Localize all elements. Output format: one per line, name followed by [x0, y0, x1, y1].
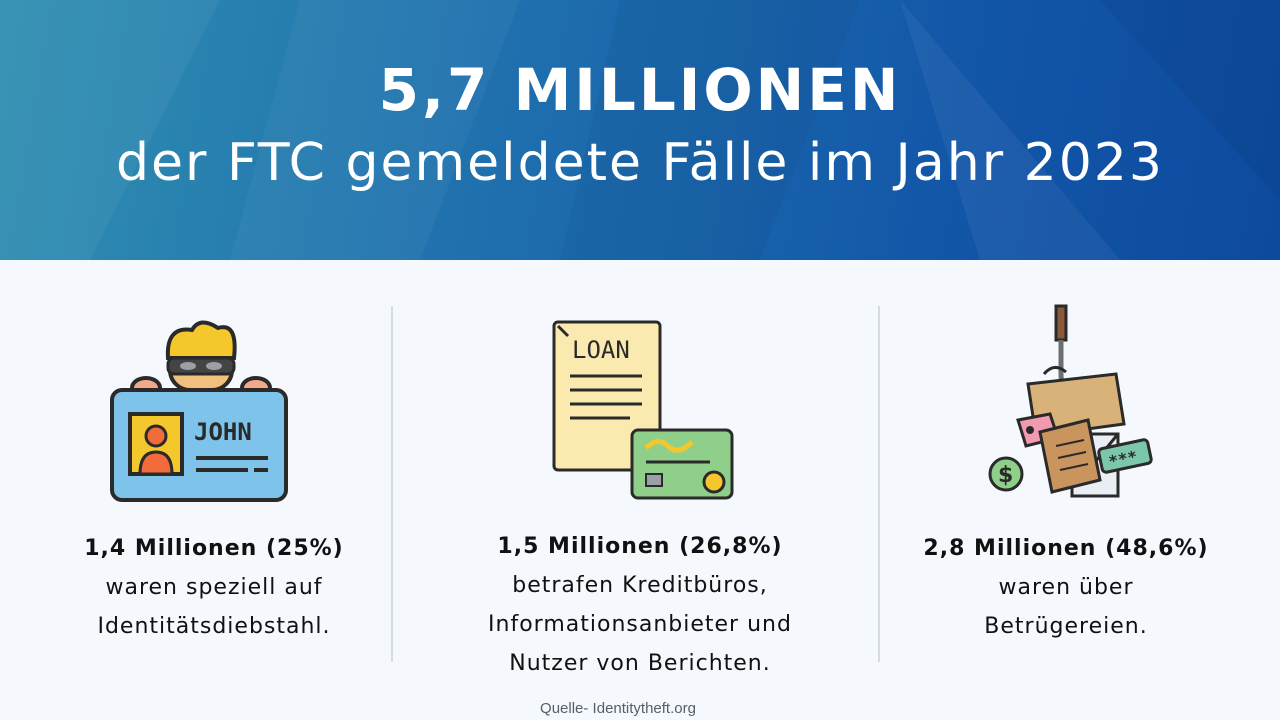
column-divider-2	[878, 306, 880, 662]
stat-value: 2,8 Millionen (48,6%)	[923, 536, 1209, 561]
subheadline: der FTC gemeldete Fälle im Jahr 2023	[116, 133, 1164, 193]
stat-description-line: betrafen Kreditbüros,	[512, 573, 768, 598]
stat-value: 1,4 Millionen (25%)	[84, 536, 344, 561]
id-card-name: JOHN	[194, 418, 252, 446]
banner-pattern	[0, 0, 1280, 260]
stat-value: 1,5 Millionen (26,8%)	[497, 534, 783, 559]
source-credit: Quelle- Identitytheft.org	[540, 700, 696, 717]
stat-column-identity: 1,4 Millionen (25%) waren speziell auf I…	[14, 530, 414, 646]
stat-description-line: Betrügereien.	[984, 614, 1148, 639]
stat-description-line: Informationsanbieter und	[488, 612, 792, 637]
stat-column-fraud: 2,8 Millionen (48,6%) waren über Betrüge…	[866, 530, 1266, 646]
identity-thief-icon: JOHN	[108, 318, 290, 510]
stat-description-line: Nutzer von Berichten.	[509, 651, 771, 676]
dollar-coin: $	[998, 463, 1013, 488]
headline: 5,7 MILLIONEN	[378, 56, 902, 124]
column-divider-1	[391, 306, 393, 662]
stat-description-line: Identitätsdiebstahl.	[97, 614, 331, 639]
stat-description-line: waren über	[998, 575, 1134, 600]
stat-description-line: waren speziell auf	[105, 575, 323, 600]
stat-column-credit: 1,5 Millionen (26,8%) betrafen Kreditbür…	[440, 528, 840, 683]
loan-label: LOAN	[572, 336, 630, 364]
header-banner: 5,7 MILLIONEN der FTC gemeldete Fälle im…	[0, 0, 1280, 260]
phishing-hook-icon: *** $	[984, 304, 1156, 508]
loan-credit-card-icon: LOAN	[550, 318, 736, 508]
